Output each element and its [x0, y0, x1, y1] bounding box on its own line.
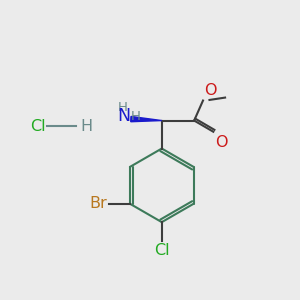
Polygon shape — [131, 116, 162, 122]
Text: Cl: Cl — [30, 119, 46, 134]
Text: Cl: Cl — [154, 243, 170, 258]
Text: H: H — [130, 110, 140, 123]
Text: O: O — [205, 83, 217, 98]
Text: H: H — [81, 119, 93, 134]
Text: O: O — [215, 135, 227, 150]
Text: Br: Br — [89, 196, 107, 211]
Text: H: H — [118, 101, 128, 114]
Text: N: N — [117, 107, 130, 125]
